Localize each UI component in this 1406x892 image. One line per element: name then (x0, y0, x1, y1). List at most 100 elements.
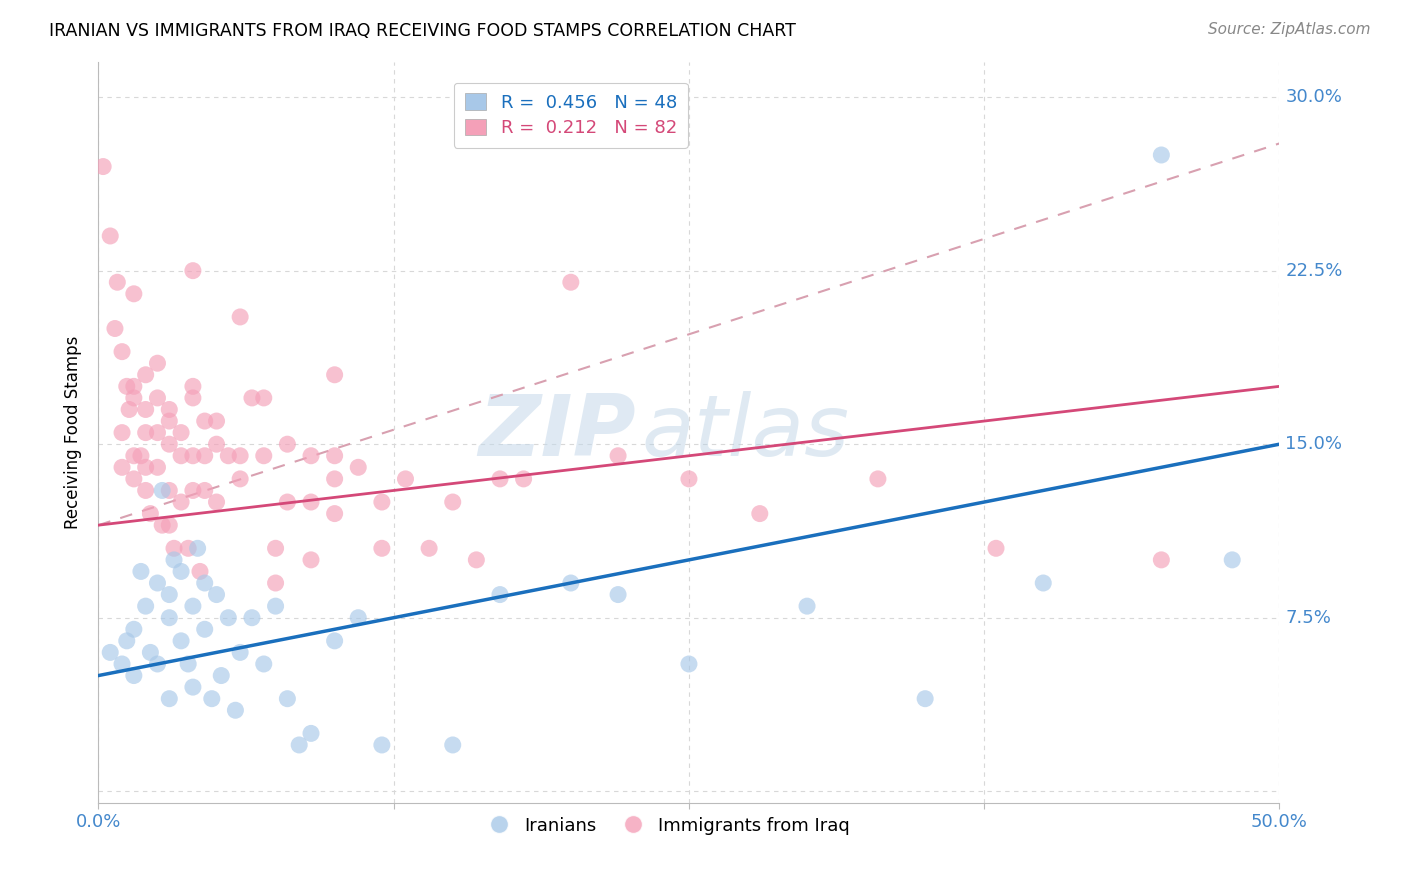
Point (194, 449, 217, 463)
Point (276, 495, 298, 509)
Point (177, 657, 200, 671)
Text: atlas: atlas (641, 391, 849, 475)
Point (157, 414, 180, 428)
Point (163, 541, 186, 556)
Point (441, 495, 464, 509)
Point (224, 703, 246, 717)
Point (146, 460, 169, 475)
Point (157, 611, 180, 625)
Text: Source: ZipAtlas.com: Source: ZipAtlas.com (1208, 22, 1371, 37)
Point (607, 449, 630, 463)
Point (1150, 148, 1173, 162)
Point (135, 599, 157, 614)
Point (111, 425, 134, 440)
Point (323, 507, 346, 521)
Legend: Iranians, Immigrants from Iraq: Iranians, Immigrants from Iraq (474, 809, 856, 842)
Point (441, 738, 464, 752)
Point (914, 691, 936, 706)
Point (105, 275, 128, 289)
Text: 22.5%: 22.5% (1285, 261, 1343, 280)
Point (299, 726, 322, 740)
Point (347, 460, 370, 475)
Point (91, 160, 114, 174)
Point (181, 391, 204, 405)
Point (194, 622, 217, 636)
Point (678, 657, 700, 671)
Point (115, 379, 138, 393)
Point (299, 495, 322, 509)
Point (122, 379, 145, 393)
Point (371, 541, 394, 556)
Point (146, 356, 169, 370)
Point (181, 379, 204, 393)
Point (205, 414, 228, 428)
Point (115, 633, 138, 648)
Point (560, 576, 582, 591)
Point (177, 541, 200, 556)
Point (984, 541, 1007, 556)
Point (98, 645, 121, 659)
Y-axis label: Receiving Food Stamps: Receiving Food Stamps (65, 336, 83, 529)
Point (748, 507, 770, 521)
Point (150, 483, 173, 498)
Point (371, 495, 394, 509)
Point (288, 738, 311, 752)
Point (150, 518, 173, 533)
Point (139, 645, 162, 659)
Point (201, 691, 224, 706)
Point (194, 576, 217, 591)
Text: ZIP: ZIP (478, 391, 636, 475)
Text: 7.5%: 7.5% (1285, 608, 1331, 627)
Point (129, 449, 152, 463)
Point (157, 483, 180, 498)
Point (323, 449, 346, 463)
Point (240, 611, 263, 625)
Point (157, 402, 180, 417)
Point (188, 565, 211, 579)
Point (135, 402, 157, 417)
Point (323, 368, 346, 382)
Point (209, 668, 232, 682)
Point (163, 553, 186, 567)
Point (146, 425, 169, 440)
Point (135, 460, 157, 475)
Point (181, 599, 204, 614)
Point (299, 449, 322, 463)
Text: IRANIAN VS IMMIGRANTS FROM IRAQ RECEIVING FOOD STAMPS CORRELATION CHART: IRANIAN VS IMMIGRANTS FROM IRAQ RECEIVIN… (49, 22, 796, 40)
Point (205, 437, 228, 451)
Point (135, 425, 157, 440)
Point (489, 472, 512, 486)
Point (170, 565, 193, 579)
Point (181, 263, 204, 277)
Text: 15.0%: 15.0% (1285, 435, 1343, 453)
Point (229, 449, 252, 463)
Point (264, 599, 287, 614)
Point (1150, 553, 1173, 567)
Point (146, 657, 169, 671)
Point (276, 437, 298, 451)
Point (465, 553, 488, 567)
Point (181, 680, 204, 694)
Point (181, 449, 204, 463)
Point (118, 402, 141, 417)
Point (205, 495, 228, 509)
Point (157, 588, 180, 602)
Point (157, 437, 180, 451)
Point (264, 576, 287, 591)
Point (122, 391, 145, 405)
Point (194, 483, 217, 498)
Text: 30.0%: 30.0% (1285, 88, 1343, 106)
Point (129, 565, 152, 579)
Point (111, 460, 134, 475)
Point (98, 229, 121, 244)
Point (489, 588, 512, 602)
Point (122, 286, 145, 301)
Point (170, 449, 193, 463)
Point (607, 588, 630, 602)
Point (229, 645, 252, 659)
Point (253, 391, 276, 405)
Point (170, 495, 193, 509)
Point (347, 611, 370, 625)
Point (560, 275, 582, 289)
Point (205, 588, 228, 602)
